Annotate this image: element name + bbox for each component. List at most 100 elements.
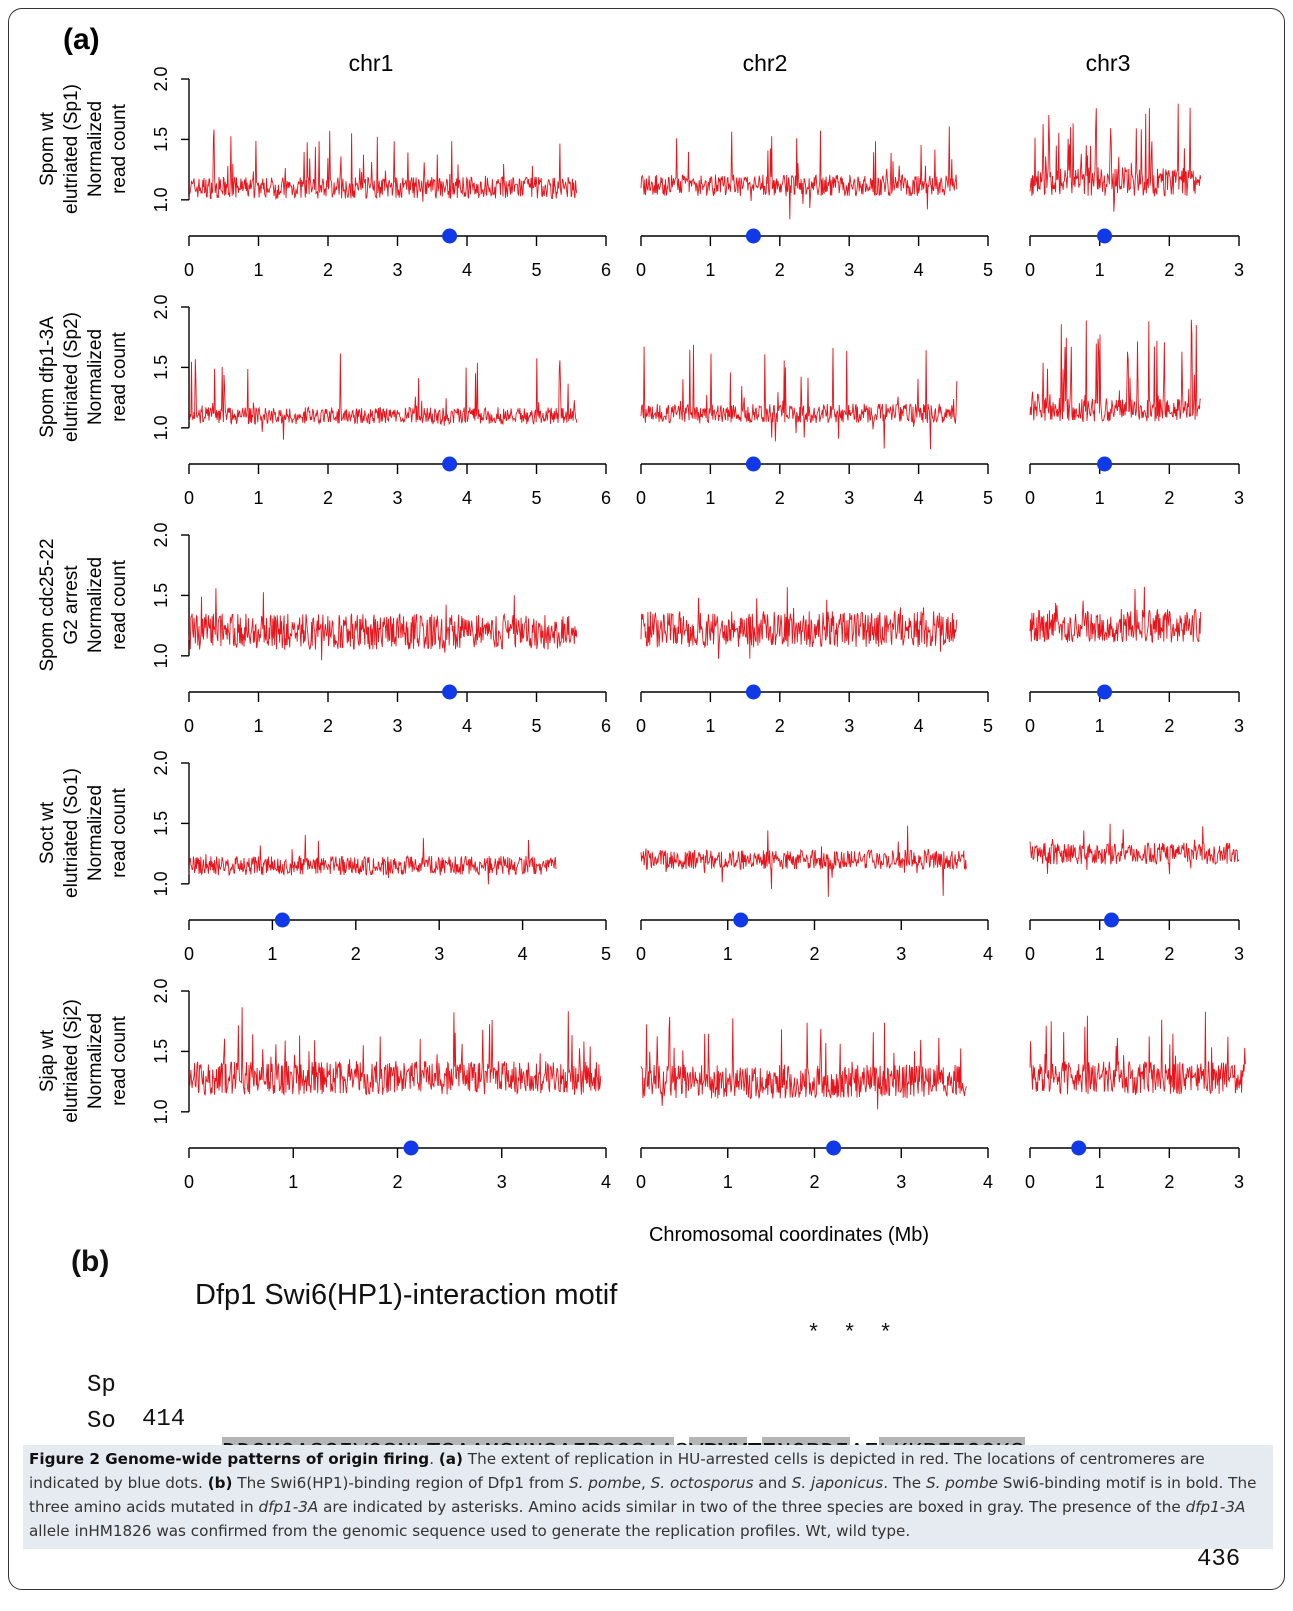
x-tick-label: 0 <box>1025 260 1035 280</box>
x-tick-label: 5 <box>601 944 611 964</box>
y-tick-label: 2.0 <box>151 978 171 1003</box>
column-title-chr1: chr1 <box>349 50 394 76</box>
y-axis-label-line: read count <box>109 331 130 422</box>
y-axis-label-line: Normalized <box>85 785 106 881</box>
centromere-dot-chr1 <box>442 228 458 244</box>
centromere-dot-chr2 <box>745 456 761 472</box>
x-tick-label: 2 <box>1164 716 1174 736</box>
centromere-dot-chr1 <box>442 456 458 472</box>
x-tick-label: 4 <box>462 716 472 736</box>
y-axis-label-line: elutriated (Sp2) <box>61 312 82 442</box>
replication-trace-chr3 <box>1029 823 1240 875</box>
x-tick-label: 5 <box>983 716 993 736</box>
y-axis-label-line: Spom wt <box>37 111 58 186</box>
x-tick-label: 2 <box>775 488 785 508</box>
x-tick-label: 3 <box>844 260 854 280</box>
x-tick-label: 1 <box>267 944 277 964</box>
replication-trace-chr2 <box>640 344 958 450</box>
y-axis-label-line: Spom dfp1-3A <box>37 316 58 438</box>
x-tick-label: 2 <box>809 944 819 964</box>
x-tick-label: 1 <box>705 716 715 736</box>
x-tick-label: 2 <box>323 716 333 736</box>
x-tick-label: 0 <box>184 260 194 280</box>
x-tick-label: 0 <box>184 1172 194 1192</box>
y-tick-label: 1.5 <box>151 355 171 380</box>
x-tick-label: 0 <box>636 716 646 736</box>
x-tick-label: 4 <box>914 260 924 280</box>
x-tick-label: 5 <box>983 488 993 508</box>
x-tick-label: 3 <box>896 1172 906 1192</box>
centromere-dot-chr2 <box>745 228 761 244</box>
replication-trace-chr3 <box>1029 319 1201 422</box>
alignment-row-sj: Sj 381 DDGLAASGISQSNLTSVALSAHSAVRYGSNPNM… <box>87 1407 1240 1573</box>
x-tick-label: 2 <box>1164 944 1174 964</box>
replication-trace-chr3 <box>1029 1011 1247 1095</box>
replication-trace-chr3 <box>1029 103 1202 212</box>
x-tick-label: 0 <box>1025 944 1035 964</box>
y-axis-label-line: elutriated (So1) <box>61 768 82 898</box>
x-tick-label: 5 <box>531 488 541 508</box>
replication-trace-chr1 <box>188 129 578 202</box>
y-axis-label-line: read count <box>109 787 130 878</box>
y-tick-label: 2.0 <box>151 66 171 91</box>
replication-trace-chr2 <box>640 126 958 220</box>
x-tick-label: 1 <box>705 260 715 280</box>
x-tick-label: 4 <box>983 1172 993 1192</box>
x-tick-label: 2 <box>1164 260 1174 280</box>
replication-profile-figure: (a) chr1 chr2 chr3 Spom wt elutriated (Sp… <box>37 23 1247 1246</box>
asterisk-2: * <box>843 1321 857 1346</box>
x-tick-label: 1 <box>253 488 263 508</box>
y-axis-label-line: read count <box>109 1015 130 1106</box>
alignment-row-sp: Sp 414 DDGMQASGIVQSNLTSAAMSNNSAIRSGSAASV… <box>87 1335 1240 1501</box>
x-tick-label: 2 <box>392 1172 402 1192</box>
x-tick-label: 0 <box>184 716 194 736</box>
y-axis-label-line: Normalized <box>85 101 106 197</box>
asterisk-3: * <box>879 1321 893 1346</box>
x-tick-label: 2 <box>775 716 785 736</box>
y-axis-label-line: Soct wt <box>37 801 58 864</box>
x-tick-label: 1 <box>1095 488 1105 508</box>
centromere-dot-chr1 <box>274 912 290 928</box>
caption-panel-b: (b) <box>207 1474 233 1492</box>
y-tick-label: 1.5 <box>151 583 171 608</box>
x-tick-label: 0 <box>636 260 646 280</box>
y-axis-label-line: Normalized <box>85 557 106 653</box>
replication-trace-chr3 <box>1029 586 1202 644</box>
x-tick-label: 4 <box>914 716 924 736</box>
caption-text: The extent of replication in HU-arrested… <box>29 1450 1205 1492</box>
start-position: 414 <box>142 1406 186 1433</box>
replication-trace-chr1 <box>188 834 557 885</box>
y-axis-label-line: Normalized <box>85 1013 106 1109</box>
replication-trace-chr2 <box>640 587 958 659</box>
x-tick-label: 3 <box>1234 716 1244 736</box>
x-tick-label: 3 <box>844 488 854 508</box>
y-tick-label: 2.0 <box>151 294 171 319</box>
y-tick-label: 1.0 <box>151 871 171 896</box>
species-label: Sp <box>87 1372 116 1399</box>
centromere-dot-chr2 <box>733 912 749 928</box>
x-tick-label: 6 <box>601 488 611 508</box>
replication-trace-chr2 <box>640 825 967 897</box>
y-axis-label-line: Sjap wt <box>37 1029 58 1092</box>
figure-page: (a) chr1 chr2 chr3 Spom wt elutriated (Sp… <box>8 8 1285 1590</box>
y-axis-label-line: read count <box>109 103 130 194</box>
x-tick-label: 1 <box>288 1172 298 1192</box>
x-tick-label: 1 <box>1095 716 1105 736</box>
x-tick-label: 5 <box>531 716 541 736</box>
y-axis-label-line: Normalized <box>85 329 106 425</box>
x-tick-label: 3 <box>392 260 402 280</box>
x-tick-label: 1 <box>1095 1172 1105 1192</box>
x-tick-label: 1 <box>1095 944 1105 964</box>
centromere-dot-chr3 <box>1097 456 1113 472</box>
species-label: So <box>87 1408 116 1435</box>
caption-text: . <box>429 1450 439 1468</box>
species-name: S. octosporus <box>650 1474 754 1492</box>
x-tick-label: 4 <box>914 488 924 508</box>
x-tick-label: 0 <box>636 488 646 508</box>
x-tick-label: 0 <box>1025 1172 1035 1192</box>
sequence-alignment: * * * Sp 414 DDGMQASGIVQSNLTSAAMSNNSAIRS… <box>87 1321 1267 1573</box>
centromere-dot-chr3 <box>1097 228 1113 244</box>
centromere-dot-chr1 <box>403 1140 419 1156</box>
x-tick-label: 3 <box>392 488 402 508</box>
allele-name: dfp1-3A <box>258 1498 319 1516</box>
